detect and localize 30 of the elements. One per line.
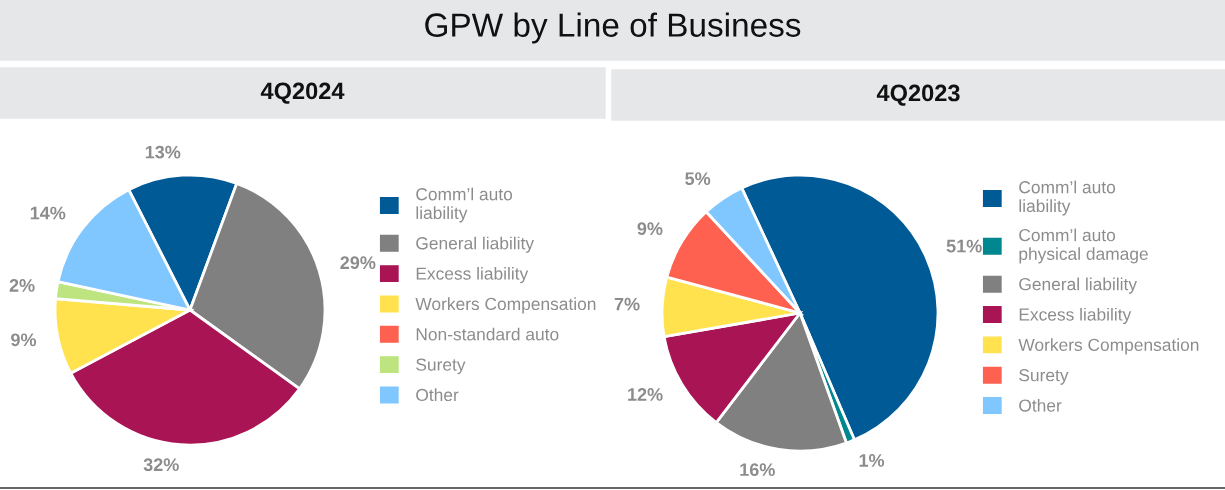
data-label: 29%: [340, 256, 376, 270]
chart-subtitle: 4Q2023: [876, 84, 960, 106]
data-label: 9%: [637, 222, 663, 236]
data-label: 7%: [614, 297, 640, 311]
legend-label: Surety: [416, 358, 466, 375]
data-label: 9%: [11, 333, 37, 347]
data-label: 12%: [628, 388, 663, 401]
data-label: 1%: [859, 454, 885, 467]
legend-label: General liability: [416, 236, 534, 253]
legend-label: Workers Compensation: [1018, 338, 1199, 355]
data-label: 51%: [946, 239, 982, 253]
data-label: 32%: [143, 458, 179, 472]
data-label: 16%: [740, 463, 775, 477]
legend-label: Surety: [1019, 369, 1069, 385]
chart-subtitle: 4Q2024: [260, 82, 345, 104]
legend-label: Comm’l auto liability: [416, 187, 513, 223]
legend-label: Workers Compensation: [415, 297, 596, 314]
legend-label: Excess liability: [1019, 307, 1132, 325]
legend-label: General liability: [1019, 277, 1137, 294]
data-label: 5%: [685, 172, 711, 185]
legend-label: Other: [416, 388, 459, 402]
legend-label: Comm’l auto physical damage: [1019, 228, 1148, 264]
legend-label: Non-standard auto: [416, 327, 559, 341]
data-label: 14%: [30, 206, 66, 220]
data-label: 13%: [145, 145, 181, 159]
chart-title: GPW by Line of Business: [425, 12, 801, 44]
data-label: 2%: [9, 279, 35, 292]
legend-label: Comm’l auto liability: [1019, 180, 1116, 216]
legend-label: Excess liability: [416, 267, 529, 284]
legend-label: Other: [1019, 398, 1062, 412]
